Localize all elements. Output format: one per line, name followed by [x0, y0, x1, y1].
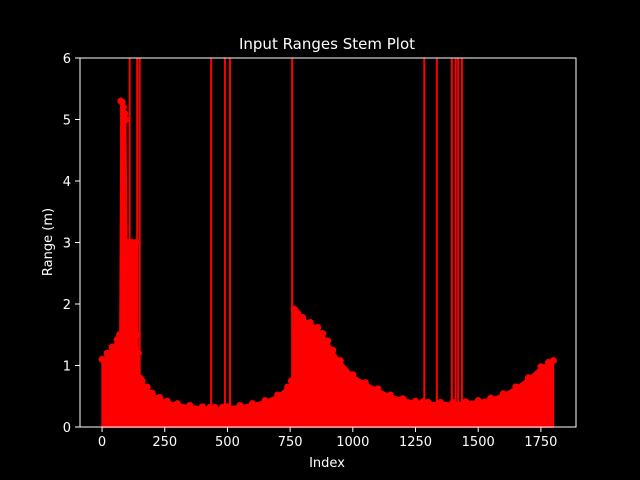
stem-marker — [121, 109, 129, 117]
stem-marker — [274, 391, 282, 399]
stem-marker — [499, 390, 507, 398]
stem-marker — [122, 116, 130, 123]
stem-marker — [399, 395, 407, 403]
stem-marker — [138, 377, 146, 385]
x-tick-label: 0 — [98, 435, 106, 450]
stem-marker — [163, 397, 171, 405]
stem-marker — [336, 357, 344, 365]
stem-marker — [131, 251, 139, 259]
stem-marker — [386, 391, 394, 399]
stems-layer — [101, 58, 555, 427]
stem-marker — [129, 245, 137, 253]
stem-marker — [98, 355, 106, 363]
y-axis-label: Range (m) — [41, 208, 56, 276]
stem-marker — [198, 403, 206, 411]
stem-marker — [512, 383, 520, 391]
y-tick-label: 4 — [63, 175, 71, 190]
stem-marker — [487, 394, 495, 402]
stem-marker — [437, 398, 445, 406]
stem-marker — [537, 363, 545, 371]
stem-marker — [549, 357, 557, 365]
stem-marker — [173, 400, 181, 408]
stem-marker — [156, 393, 164, 401]
stem-marker — [424, 398, 432, 406]
x-tick-label: 500 — [215, 435, 240, 450]
stem-marker — [306, 318, 314, 326]
stem-marker — [314, 323, 322, 331]
stem-marker — [294, 309, 302, 317]
stem-marker — [349, 371, 357, 379]
x-tick-label: 1500 — [462, 435, 495, 450]
stem-marker — [132, 239, 140, 246]
x-tick-label: 1750 — [524, 435, 557, 450]
stem-marker — [148, 389, 156, 397]
y-tick-label: 6 — [63, 52, 71, 67]
stem-marker — [299, 314, 307, 322]
stem-marker — [524, 374, 532, 382]
y-axis-ticks: 0 1 2 3 4 5 6 — [63, 52, 80, 436]
stem-marker — [361, 379, 369, 387]
stem-marker — [284, 383, 292, 391]
chart-title: Input Ranges Stem Plot — [239, 35, 415, 53]
y-tick-label: 0 — [63, 421, 71, 436]
stem-marker — [324, 337, 332, 345]
stem-marker — [329, 346, 337, 354]
stem-marker — [143, 383, 151, 391]
stem-marker — [289, 376, 297, 384]
stem-marker — [412, 397, 420, 405]
stem-marker — [186, 401, 194, 409]
stem-marker — [133, 331, 141, 339]
stem-marker — [223, 403, 231, 411]
stem-marker — [116, 331, 124, 339]
y-tick-label: 2 — [63, 298, 71, 313]
y-tick-label: 5 — [63, 114, 71, 129]
stem-marker — [119, 103, 127, 111]
y-tick-label: 1 — [63, 360, 71, 375]
stem-marker — [319, 330, 327, 338]
y-tick-label: 3 — [63, 237, 71, 252]
stem-marker — [108, 343, 116, 351]
stem-marker — [261, 397, 269, 405]
stem-marker — [374, 385, 382, 393]
x-tick-label: 750 — [278, 435, 303, 450]
x-axis-label: Index — [309, 456, 345, 471]
stem-marker — [449, 398, 457, 406]
stem-marker — [462, 398, 470, 406]
x-tick-label: 250 — [152, 435, 177, 450]
stem-marker — [134, 349, 142, 357]
stem-marker — [211, 403, 219, 411]
stem-marker — [474, 397, 482, 405]
stem-marker — [249, 400, 257, 408]
x-tick-label: 1000 — [336, 435, 369, 450]
x-tick-label: 1250 — [399, 435, 432, 450]
stem-marker — [236, 401, 244, 409]
x-axis-ticks: 0 250 500 750 1000 1250 1500 1750 — [98, 427, 557, 450]
stem-marker — [103, 349, 111, 357]
